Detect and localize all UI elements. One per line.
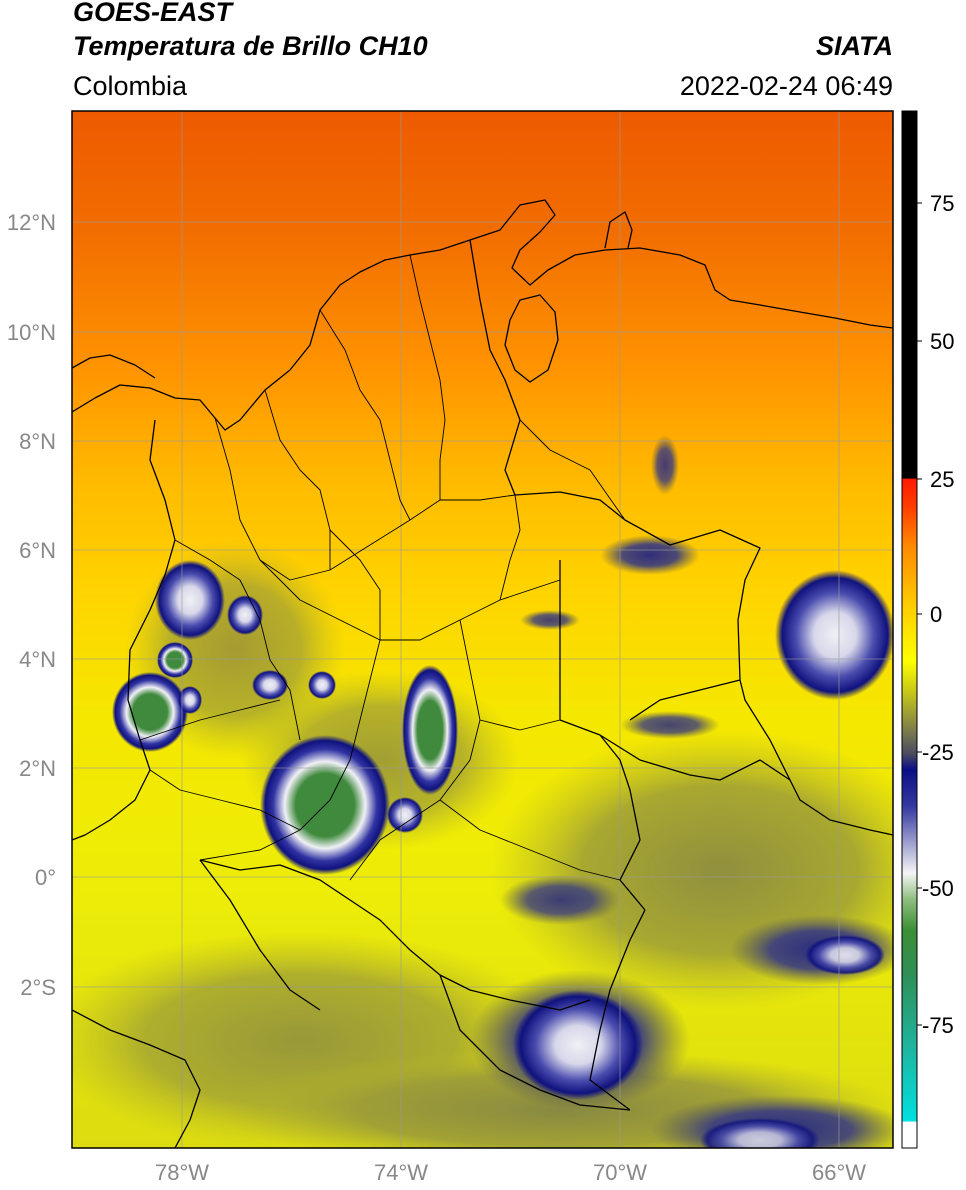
cloud-band-vichada: [620, 711, 720, 739]
lat-label-2n: 2°N: [19, 756, 56, 781]
region-label: Colombia: [73, 71, 188, 101]
cloud-streak-north: [651, 435, 679, 495]
lat-label-4n: 4°N: [19, 647, 56, 672]
storm-cell-coast: [178, 686, 202, 714]
lon-label-78w: 78°W: [155, 1160, 209, 1185]
map-field: [72, 111, 893, 1148]
storm-cell-meta: [402, 665, 458, 795]
colorbar-tick-50: 50: [930, 329, 954, 354]
colorbar-frame: [901, 110, 918, 1149]
product-title: Temperatura de Brillo CH10: [73, 31, 428, 61]
storm-cell-caldas: [308, 671, 336, 699]
department-borders: [139, 254, 626, 881]
lat-label-0: 0°: [35, 865, 56, 890]
organization-label: SIATA: [816, 31, 893, 61]
satellite-title: GOES-EAST: [73, 0, 233, 27]
latitude-labels: 12°N 10°N 8°N 6°N 4°N 2°N 0° 2°S: [7, 210, 56, 1000]
colorbar-gradient: [902, 111, 917, 1148]
cloud-band-arauca: [600, 535, 700, 575]
colorbar-tick-minus50: -50: [922, 876, 954, 901]
storm-cell-venezuela: [775, 570, 893, 700]
storm-cell-pacific: [112, 672, 188, 752]
map-frame: [71, 110, 894, 1149]
lon-label-74w: 74°W: [374, 1160, 428, 1185]
storm-cell-amazonas: [513, 990, 643, 1100]
storm-cell-far-south: [700, 1118, 820, 1148]
storm-cell-choco-north: [155, 560, 225, 640]
lat-label-12n: 12°N: [7, 210, 56, 235]
storm-cell-choco-south: [157, 642, 193, 678]
lat-label-2s: 2°S: [20, 975, 56, 1000]
colorbar-tick-0: 0: [930, 602, 942, 627]
lat-label-8n: 8°N: [19, 429, 56, 454]
graticule: [72, 111, 893, 1148]
coastlines-borders: [72, 199, 893, 1148]
lat-label-6n: 6°N: [19, 538, 56, 563]
storm-cell-antioquia: [252, 670, 288, 700]
colorbar-tick-25: 25: [930, 467, 954, 492]
storm-cell-east: [805, 935, 885, 975]
colorbar: 75 50 25 0 -25 -50 -75: [901, 110, 954, 1149]
colorbar-tick-75: 75: [930, 191, 954, 216]
colorbar-tick-minus25: -25: [922, 740, 954, 765]
lat-label-10n: 10°N: [7, 320, 56, 345]
colorbar-tick-minus75: -75: [922, 1013, 954, 1038]
lon-label-66w: 66°W: [812, 1160, 866, 1185]
datetime-label: 2022-02-24 06:49: [679, 71, 893, 101]
cloud-band-vaupes: [500, 875, 620, 925]
storm-cell-small: [387, 797, 423, 833]
longitude-labels: 78°W 74°W 70°W 66°W: [155, 1160, 866, 1185]
lon-label-70w: 70°W: [593, 1160, 647, 1185]
cloud-band-casanare: [520, 610, 580, 630]
storm-cell-choco-east: [227, 595, 263, 635]
